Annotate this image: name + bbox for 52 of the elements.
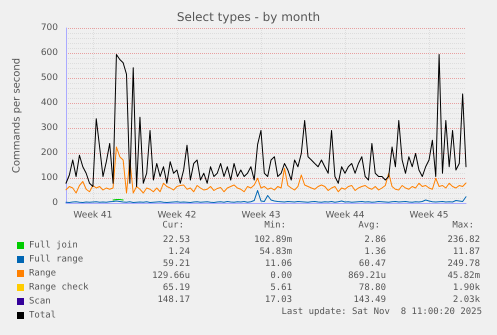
text: 143.49: [353, 295, 386, 305]
x-tick-label: Week 44: [326, 210, 365, 220]
x-tick-label: Week 45: [410, 210, 449, 220]
legend-label: Scan: [29, 296, 51, 306]
x-tick-label: Week 43: [241, 210, 280, 220]
text: 11.87: [452, 247, 480, 257]
y-tick-label: 400: [40, 98, 58, 108]
y-axis-title: Commands per second: [12, 58, 22, 174]
text: 11.06: [264, 259, 292, 269]
text: 65.19: [162, 283, 190, 293]
text: 236.82: [447, 235, 480, 245]
text: Avg:: [358, 220, 380, 230]
text: 5.61: [270, 283, 292, 293]
y-tick-label: 600: [40, 48, 58, 58]
text: Last update: Sat Nov 8 11:00:20 2025: [282, 307, 482, 317]
text: 1.90k: [452, 283, 481, 293]
text: Min:: [264, 220, 286, 230]
text: 54.83m: [259, 247, 292, 257]
x-tick-label: Week 42: [157, 210, 196, 220]
text: 1.36: [364, 247, 386, 257]
y-tick-label: 300: [40, 123, 58, 133]
text: 78.80: [358, 283, 386, 293]
text: 869.21u: [348, 271, 386, 281]
y-tick-label: 500: [40, 73, 58, 83]
text: 17.03: [264, 295, 292, 305]
text: 2.86: [364, 235, 386, 245]
chart-title: Select types - by month: [176, 10, 320, 24]
text: Max:: [452, 220, 474, 230]
text: 249.78: [447, 259, 480, 269]
y-tick-label: 700: [40, 23, 58, 33]
text: 45.82m: [447, 271, 480, 281]
y-tick-label: 100: [40, 173, 58, 183]
text: 22.53: [162, 235, 190, 245]
x-tick-label: Week 41: [73, 210, 112, 220]
text: Cur:: [162, 220, 184, 230]
text: 60.47: [358, 259, 386, 269]
y-tick-label: 200: [40, 148, 58, 158]
text: 129.66u: [152, 271, 190, 281]
text: 2.03k: [452, 295, 481, 305]
legend-label: Full range: [29, 254, 84, 264]
text: 59.21: [162, 259, 190, 269]
legend-label: Full join: [29, 240, 78, 250]
legend-label: Range: [29, 268, 56, 278]
text: 148.17: [157, 295, 190, 305]
legend-label: Total: [29, 310, 56, 320]
line-series: [66, 146, 466, 194]
line-series: [66, 54, 466, 187]
y-tick-label: 0: [52, 198, 58, 208]
legend-label: Range check: [29, 282, 90, 292]
text: 0.00: [270, 271, 292, 281]
text: 1.24: [168, 247, 190, 257]
text: 102.89m: [254, 235, 292, 245]
